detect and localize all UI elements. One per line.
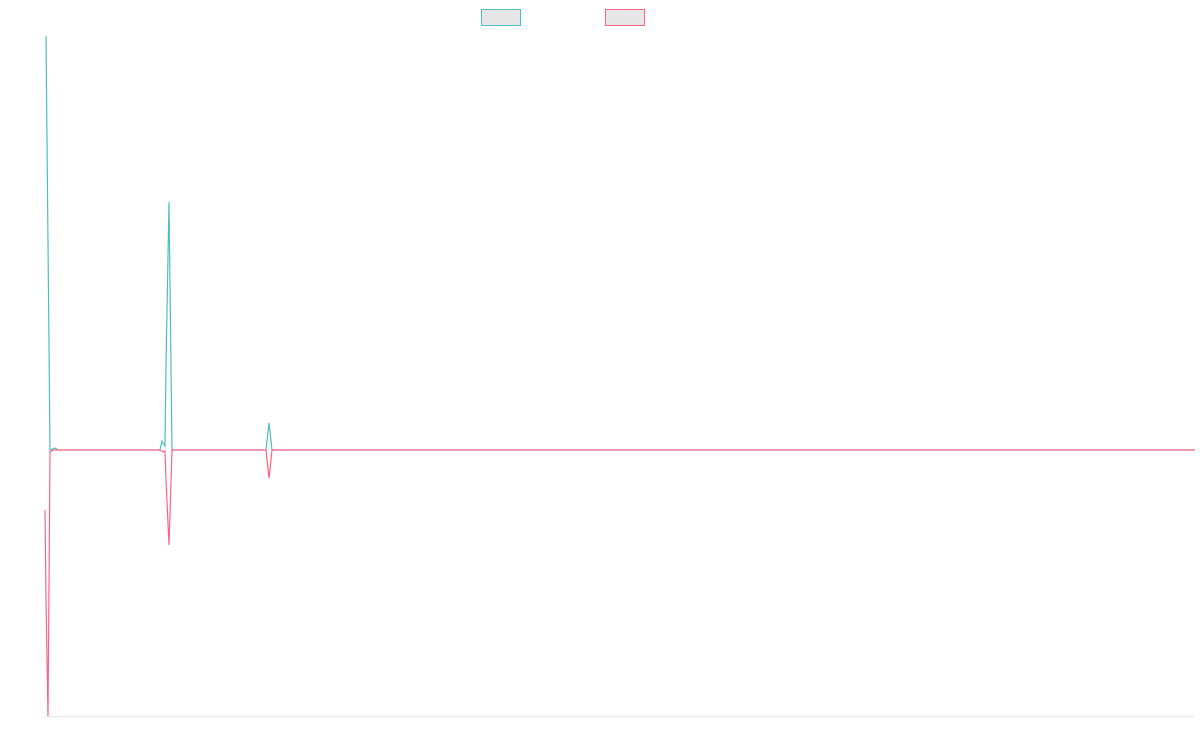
legend-swatch[interactable] — [481, 9, 521, 26]
legend-swatch[interactable] — [605, 9, 645, 26]
series-line — [44, 449, 1195, 717]
series-line — [45, 35, 1195, 451]
